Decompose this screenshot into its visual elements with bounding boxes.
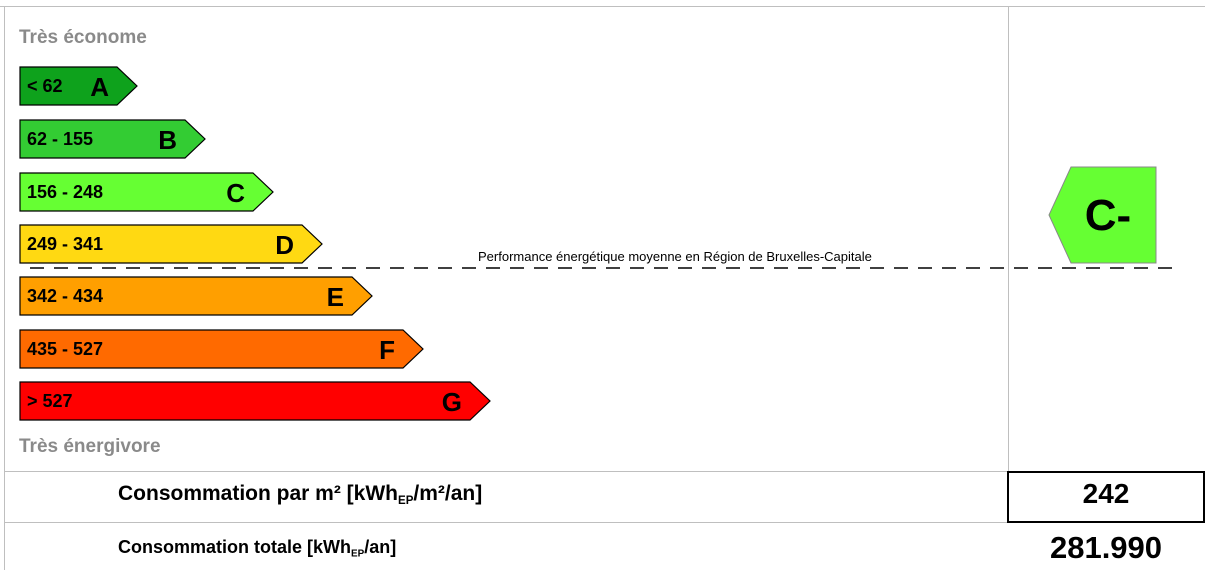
- scale-bottom-label: Très énergivore: [19, 436, 161, 457]
- frame-divider-line: [1008, 6, 1009, 472]
- rating-bar-letter-b: B: [158, 125, 177, 155]
- rating-bar-letter-e: E: [327, 282, 344, 312]
- energy-rating-chart: < 62 A 62 - 155 B 156 - 248 C 249 - 341 D 342 - …: [19, 66, 1180, 421]
- rating-bar-letter-g: G: [442, 387, 462, 417]
- frame-left-line: [4, 6, 5, 570]
- rating-bar-range-b: 62 - 155: [27, 129, 93, 149]
- rating-bar-c: [19, 172, 274, 212]
- consumption-per-m2-label: Consommation par m² [kWhEP/m²/an]: [118, 482, 483, 508]
- scale-top-label: Très économe: [19, 27, 147, 48]
- rating-bar-range-g: > 527: [27, 391, 73, 411]
- rating-bar-f: [19, 329, 424, 369]
- consumption-total-label: Consommation totale [kWhEP/an]: [118, 537, 397, 560]
- rating-bar-letter-f: F: [379, 335, 395, 365]
- rating-bar-range-d: 249 - 341: [27, 234, 103, 254]
- consumption-per-m2-value: 242: [1082, 478, 1130, 509]
- rating-badge-label: C-: [1085, 191, 1131, 240]
- rating-bars: < 62 A 62 - 155 B 156 - 248 C 249 - 341 D 342 - …: [19, 66, 491, 421]
- rating-bar-g: [19, 381, 491, 421]
- average-line-label: Performance énergétique moyenne en Régio…: [478, 249, 872, 264]
- frame-row1-line: [4, 471, 1205, 472]
- frame-row2-line: [4, 522, 1205, 523]
- rating-bar-range-e: 342 - 434: [27, 286, 103, 306]
- rating-bar-a: [19, 66, 138, 106]
- rating-bar-b: [19, 119, 206, 159]
- rating-bar-letter-d: D: [275, 230, 294, 260]
- rating-bar-d: [19, 224, 323, 264]
- rating-badge-shape: [1048, 166, 1157, 264]
- rating-bar-e: [19, 276, 373, 316]
- rating-indicator: C-: [1048, 166, 1157, 264]
- rating-bar-range-a: < 62: [27, 76, 63, 96]
- consumption-total-value: 281.990: [1049, 530, 1163, 565]
- rating-bar-letter-c: C: [226, 178, 245, 208]
- rating-bar-letter-a: A: [90, 72, 109, 102]
- rating-bar-range-c: 156 - 248: [27, 182, 103, 202]
- rating-bar-range-f: 435 - 527: [27, 339, 103, 359]
- frame-top-line: [0, 6, 1205, 7]
- consumption-per-m2-box: [1007, 471, 1205, 523]
